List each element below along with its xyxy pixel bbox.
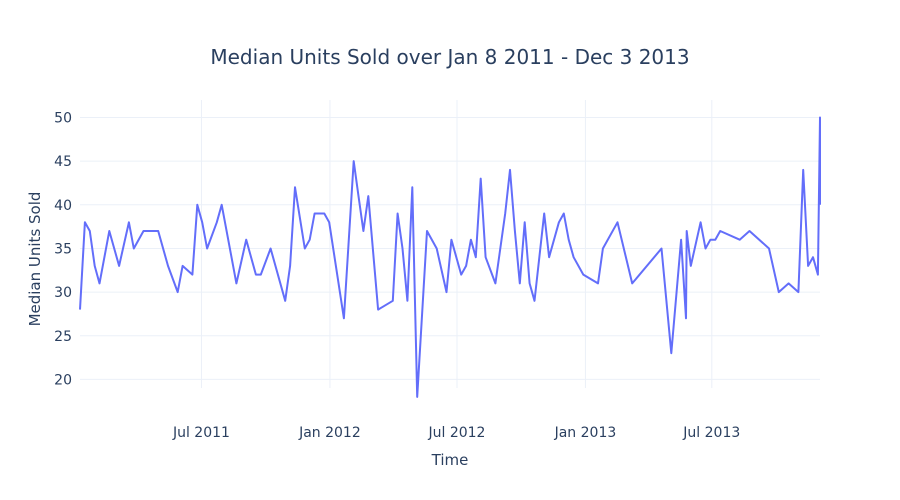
y-tick-label: 50 [54, 110, 72, 126]
x-axis-ticks: Jul 2011 Jan 2012 Jul 2012 Jan 2013 Jul 2013 [172, 425, 740, 441]
x-tick-label: Jul 2011 [172, 425, 230, 441]
grid-lines [80, 100, 820, 388]
x-axis-title: Time [431, 451, 469, 469]
x-tick-label: Jan 2012 [298, 425, 361, 441]
y-tick-label: 20 [54, 372, 72, 388]
series-line [79, 116, 821, 398]
x-tick-label: Jul 2012 [427, 425, 485, 441]
y-tick-label: 45 [54, 154, 72, 170]
chart-title: Median Units Sold over Jan 8 2011 - Dec … [210, 45, 689, 69]
y-axis-ticks: 20 25 30 35 40 45 50 [54, 110, 72, 388]
y-tick-label: 25 [54, 329, 72, 345]
y-tick-label: 30 [54, 285, 72, 301]
y-axis-title: Median Units Sold [26, 192, 44, 327]
x-tick-label: Jan 2013 [554, 425, 617, 441]
y-tick-label: 40 [54, 198, 72, 214]
x-tick-label: Jul 2013 [682, 425, 740, 441]
y-tick-label: 35 [54, 241, 72, 257]
